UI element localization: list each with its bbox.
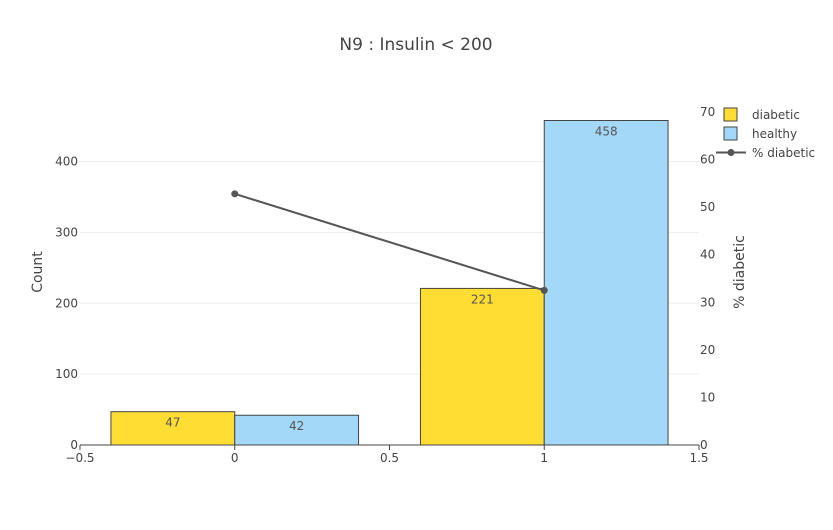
x-tick-label: 1.5 — [689, 451, 708, 465]
legend-swatch — [723, 126, 738, 141]
y-tick-label: 300 — [55, 225, 78, 239]
bar-healthy-1 — [543, 120, 669, 446]
y2-tick-label: 50 — [700, 200, 715, 214]
x-tick-label: −0.5 — [65, 451, 94, 465]
bars: 47 221 42 458 — [110, 120, 669, 446]
y2-axis-title: % diabetic — [732, 235, 748, 309]
bar-value-label: 47 — [165, 416, 180, 430]
bar-diabetic-1 — [419, 287, 545, 446]
legend-item-healthy: healthy — [723, 126, 797, 141]
legend-label: % diabetic — [752, 146, 815, 160]
percent-diabetic-point-1 — [540, 286, 548, 294]
legend-swatch — [723, 107, 738, 122]
percent-diabetic-line — [234, 192, 545, 292]
x-tick-label: 0 — [231, 451, 239, 465]
y-tick-label: 0 — [70, 438, 78, 452]
chart-title: N9 : Insulin < 200 — [339, 35, 492, 55]
legend: diabetic healthy % diabetic — [716, 107, 815, 160]
y-tick-label: 400 — [55, 155, 78, 169]
legend-marker — [727, 149, 735, 156]
percent-line — [231, 190, 548, 294]
bar-diabetic-0 — [110, 411, 236, 446]
y-tick-label: 200 — [55, 296, 78, 310]
legend-label: healthy — [752, 127, 797, 141]
y2-tick-label: 30 — [700, 295, 715, 309]
bar-value-label: 458 — [595, 125, 618, 139]
x-tick-label: 1 — [540, 451, 548, 465]
y2-tick-label: 10 — [700, 390, 715, 404]
y2-tick-label: 40 — [700, 248, 715, 262]
bar-value-label: 221 — [471, 292, 494, 306]
y2-tick-label: 70 — [700, 105, 715, 119]
bar-value-label: 42 — [289, 419, 304, 433]
legend-item-diabetic: diabetic — [723, 107, 800, 122]
y2-tick-label: 0 — [700, 438, 708, 452]
legend-label: diabetic — [752, 108, 800, 122]
y-axis-title: Count — [30, 251, 46, 293]
y2-tick-label: 20 — [700, 343, 715, 357]
legend-item---diabetic: % diabetic — [716, 146, 815, 160]
percent-diabetic-point-0 — [231, 190, 239, 198]
x-tick-label: 0.5 — [380, 451, 399, 465]
y-tick-label: 100 — [55, 367, 78, 381]
y2-tick-label: 60 — [700, 153, 715, 167]
